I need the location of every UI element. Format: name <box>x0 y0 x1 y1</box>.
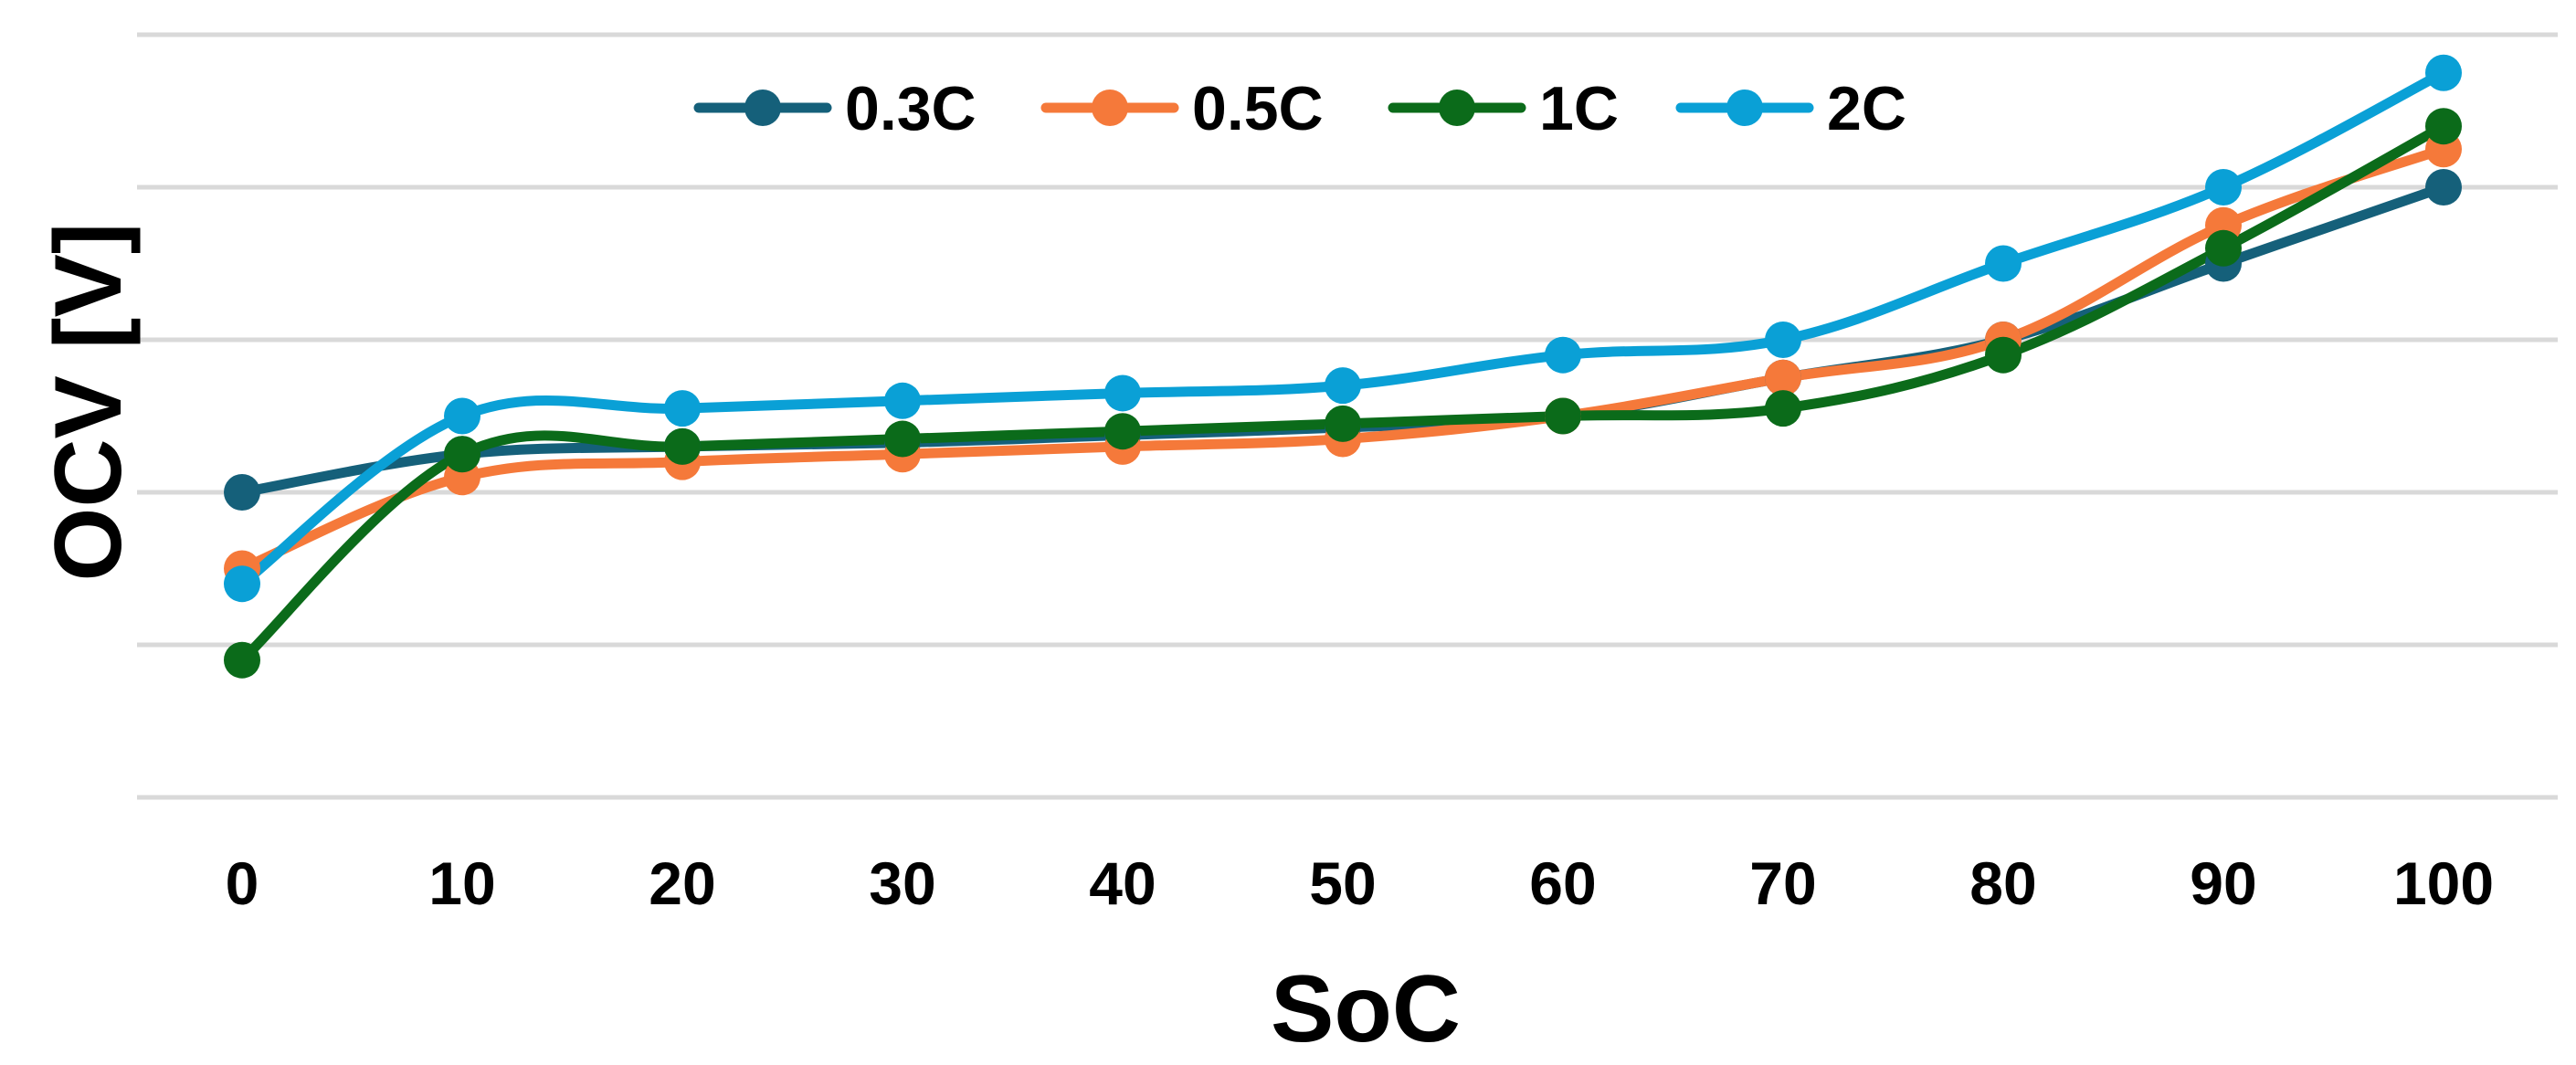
legend-item-0-3c: 0.3C <box>693 74 977 143</box>
legend-label: 2C <box>1827 74 1906 143</box>
data-point-2c-50 <box>1325 367 1361 405</box>
legend-swatch-marker <box>1092 90 1128 126</box>
data-point-0-5c-70 <box>1765 359 1801 396</box>
x-tick-label: 0 <box>226 849 259 917</box>
series-points <box>224 54 2462 679</box>
legend-label: 1C <box>1539 74 1619 143</box>
y-axis-title: OCV [V] <box>36 223 142 582</box>
series-line-2c <box>237 68 2449 589</box>
data-point-1c-60 <box>1545 397 1581 435</box>
legend-item-2c: 2C <box>1675 74 1906 143</box>
legend-label: 0.5C <box>1192 74 1324 143</box>
x-tick-label: 60 <box>1529 849 1596 917</box>
data-point-2c-100 <box>2425 54 2462 91</box>
data-point-2c-20 <box>664 390 701 427</box>
x-tick-label: 70 <box>1749 849 1816 917</box>
series-line-0-5c <box>237 143 2449 574</box>
legend-item-1c: 1C <box>1388 74 1619 143</box>
data-point-2c-30 <box>884 382 921 419</box>
x-axis-ticks: 0 10 20 30 40 50 60 70 80 90 100 <box>226 849 2494 917</box>
data-point-2c-80 <box>1985 245 2022 282</box>
legend-swatch-marker <box>744 90 781 126</box>
x-tick-label: 10 <box>428 849 495 917</box>
data-point-0-3c-0 <box>224 474 260 511</box>
data-point-1c-100 <box>2425 108 2462 145</box>
data-point-1c-80 <box>1985 336 2022 374</box>
data-point-2c-0 <box>224 565 260 603</box>
legend: 0.3C 0.5C 1C 2C <box>693 74 1906 143</box>
series-lines <box>237 68 2449 666</box>
x-tick-label: 100 <box>2393 849 2494 917</box>
data-point-1c-90 <box>2205 229 2242 267</box>
data-point-1c-70 <box>1765 390 1801 427</box>
legend-item-0-5c: 0.5C <box>1040 74 1324 143</box>
legend-label: 0.3C <box>845 74 977 143</box>
data-point-2c-10 <box>444 397 480 435</box>
data-point-1c-20 <box>664 427 701 465</box>
series-points-1c <box>224 108 2462 679</box>
x-tick-label: 30 <box>869 849 935 917</box>
x-tick-label: 90 <box>2190 849 2256 917</box>
x-tick-label: 50 <box>1309 849 1376 917</box>
x-tick-label: 20 <box>649 849 715 917</box>
data-point-2c-90 <box>2205 169 2242 206</box>
x-tick-label: 80 <box>1969 849 2036 917</box>
data-point-2c-70 <box>1765 322 1801 358</box>
data-point-1c-40 <box>1104 413 1141 450</box>
grid <box>137 32 2558 800</box>
x-tick-label: 40 <box>1089 849 1156 917</box>
data-point-1c-30 <box>884 420 921 458</box>
data-point-0-3c-100 <box>2425 169 2462 206</box>
legend-swatch-marker <box>1439 90 1475 126</box>
x-axis-title: SoC <box>1271 956 1461 1062</box>
data-point-1c-10 <box>444 436 480 473</box>
data-point-2c-40 <box>1104 374 1141 412</box>
series-points-2c <box>224 54 2462 603</box>
data-point-1c-0 <box>224 641 260 679</box>
series-points-0-5c <box>224 131 2462 587</box>
legend-swatch-marker <box>1726 90 1763 126</box>
data-point-2c-60 <box>1545 336 1581 374</box>
data-point-1c-50 <box>1325 405 1361 442</box>
